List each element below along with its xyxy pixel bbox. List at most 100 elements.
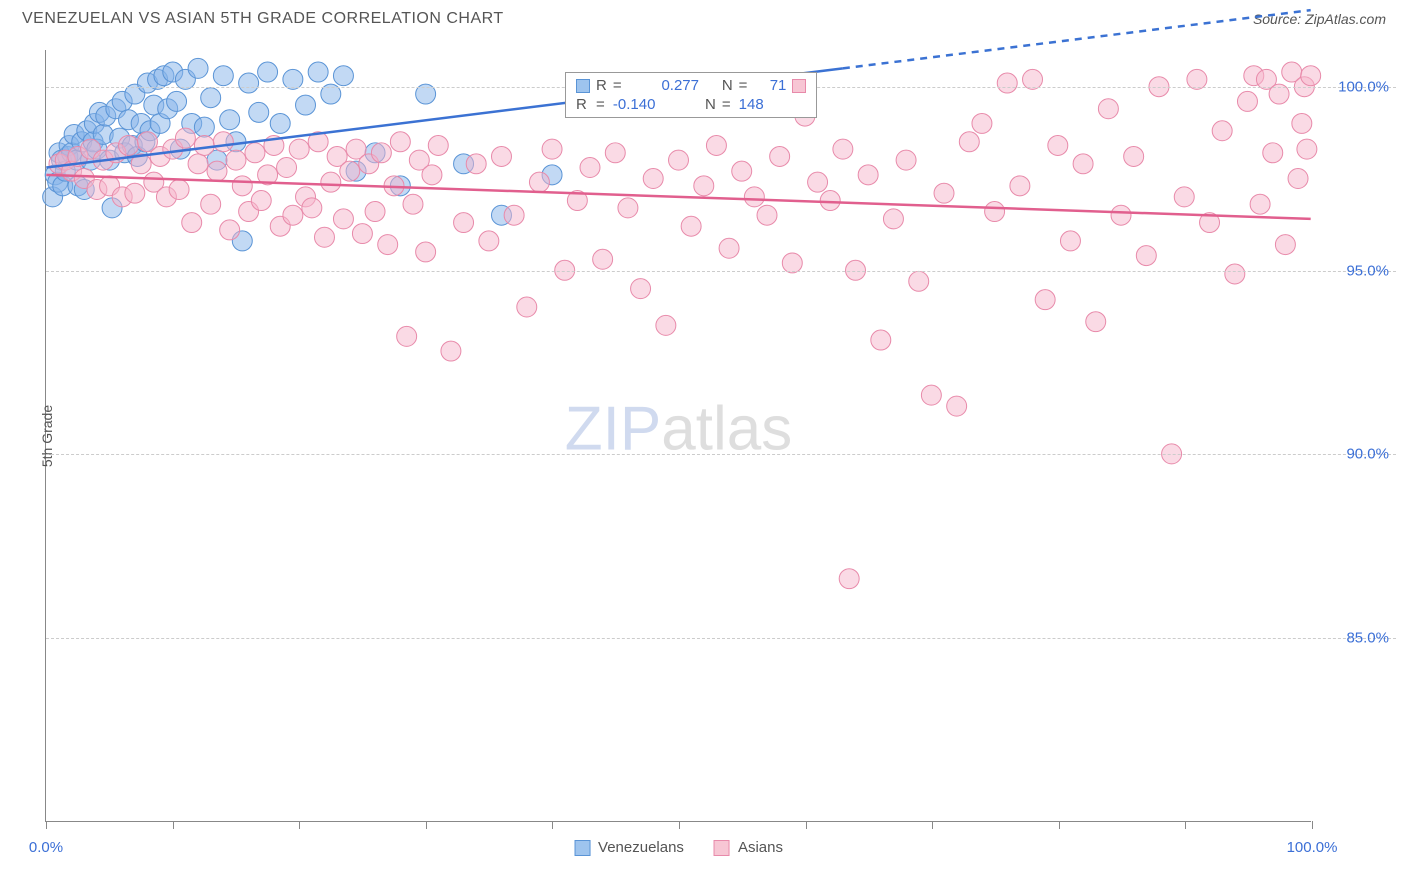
stats-label [661, 96, 699, 113]
data-point [492, 146, 512, 166]
data-point [732, 161, 752, 181]
x-tick [806, 821, 807, 829]
data-point [220, 110, 240, 130]
x-tick [552, 821, 553, 829]
data-point [403, 194, 423, 214]
data-point [1288, 169, 1308, 189]
data-point [934, 183, 954, 203]
data-point [378, 235, 398, 255]
gridline [46, 271, 1396, 272]
x-tick [679, 821, 680, 829]
stats-label: = [596, 96, 607, 113]
data-point [397, 326, 417, 346]
data-point [1124, 146, 1144, 166]
data-point [390, 132, 410, 152]
data-point [321, 172, 341, 192]
data-point [517, 297, 537, 317]
stats-label: R [596, 77, 607, 94]
data-point [542, 139, 562, 159]
data-point [239, 73, 259, 93]
data-point [1136, 246, 1156, 266]
data-point [194, 135, 214, 155]
data-point [839, 569, 859, 589]
legend-label: Asians [738, 839, 783, 856]
data-point [213, 132, 233, 152]
data-point [479, 231, 499, 251]
data-point [871, 330, 891, 350]
data-point [1297, 139, 1317, 159]
data-point [757, 205, 777, 225]
data-point [681, 216, 701, 236]
x-tick-label: 0.0% [29, 839, 63, 856]
y-tick-label: 90.0% [1346, 446, 1389, 463]
data-point [1086, 312, 1106, 332]
source-label: Source: ZipAtlas.com [1253, 11, 1386, 27]
data-point [921, 385, 941, 405]
x-tick [1312, 821, 1313, 829]
data-point [207, 161, 227, 181]
legend-item: Asians [714, 839, 783, 856]
gridline [46, 454, 1396, 455]
data-point [365, 202, 385, 222]
data-point [972, 113, 992, 133]
stats-value: 148 [739, 96, 764, 113]
data-point [947, 396, 967, 416]
data-point [251, 191, 271, 211]
stats-label: R [576, 96, 590, 113]
data-point [119, 135, 139, 155]
data-point [883, 209, 903, 229]
data-point [770, 146, 790, 166]
stats-label: = [722, 96, 733, 113]
stats-value: 0.277 [661, 77, 699, 94]
data-point [416, 242, 436, 262]
data-point [249, 102, 269, 122]
data-point [302, 198, 322, 218]
x-tick [426, 821, 427, 829]
data-point [125, 183, 145, 203]
data-point [167, 91, 187, 111]
data-point [1098, 99, 1118, 119]
stats-label: N [722, 77, 733, 94]
data-point [618, 198, 638, 218]
gridline [46, 638, 1396, 639]
data-point [1060, 231, 1080, 251]
data-point [289, 139, 309, 159]
data-point [188, 58, 208, 78]
data-point [441, 341, 461, 361]
x-tick-label: 100.0% [1287, 839, 1338, 856]
data-point [808, 172, 828, 192]
stats-swatch [576, 79, 590, 93]
stats-label [705, 77, 716, 94]
data-point [719, 238, 739, 258]
legend-swatch [574, 840, 590, 856]
data-point [277, 157, 297, 177]
data-point [1174, 187, 1194, 207]
data-point [706, 135, 726, 155]
data-point [340, 161, 360, 181]
data-point [466, 154, 486, 174]
data-point [213, 66, 233, 86]
data-point [308, 62, 328, 82]
data-point [296, 95, 316, 115]
data-point [1275, 235, 1295, 255]
x-tick [1059, 821, 1060, 829]
data-point [1035, 290, 1055, 310]
data-point [1237, 91, 1257, 111]
data-point [896, 150, 916, 170]
legend: Venezuelans Asians [574, 839, 783, 856]
data-point [656, 315, 676, 335]
stats-swatch [792, 79, 806, 93]
data-point [283, 205, 303, 225]
plot-area: 5th Grade ZIPatlas 85.0%90.0%95.0%100.0%… [45, 50, 1311, 822]
data-point [226, 150, 246, 170]
chart-title: VENEZUELAN VS ASIAN 5TH GRADE CORRELATIO… [22, 10, 504, 28]
stats-label: = [739, 77, 764, 94]
data-point [1292, 113, 1312, 133]
y-tick-label: 95.0% [1346, 262, 1389, 279]
data-point [694, 176, 714, 196]
data-point [175, 128, 195, 148]
stats-value: 71 [770, 77, 787, 94]
legend-item: Venezuelans [574, 839, 684, 856]
data-point [820, 191, 840, 211]
data-point [744, 187, 764, 207]
